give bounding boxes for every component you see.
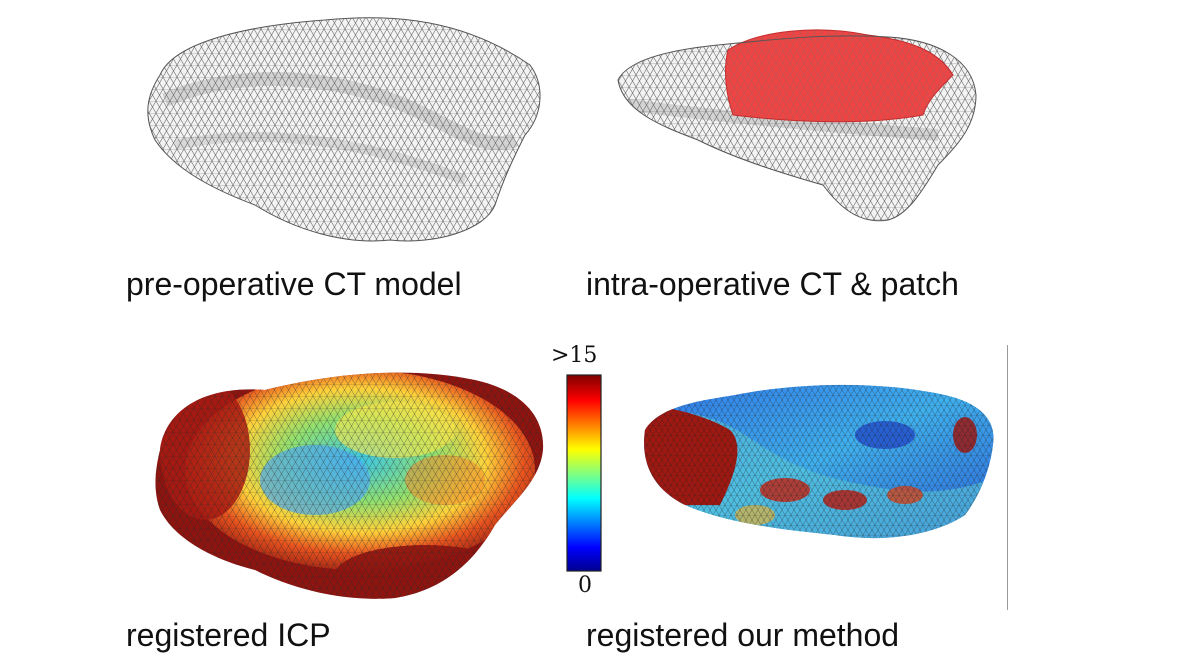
caption-registered-icp: registered ICP: [126, 617, 331, 653]
caption-pre-operative: pre-operative CT model: [126, 266, 462, 302]
icp-error-map: [155, 372, 544, 599]
colorbar-max-label: >15: [551, 343, 598, 368]
our-method-error-map: [644, 384, 994, 539]
colorbar-min-label: 0: [578, 573, 592, 598]
caption-intra-operative: intra-operative CT & patch: [586, 266, 959, 302]
intra-operative-mesh: [617, 29, 977, 222]
caption-registered-our-method: registered our method: [586, 617, 900, 653]
figure-divider: [1007, 345, 1008, 610]
colorbar: [566, 374, 602, 572]
pre-operative-mesh: [147, 17, 541, 242]
